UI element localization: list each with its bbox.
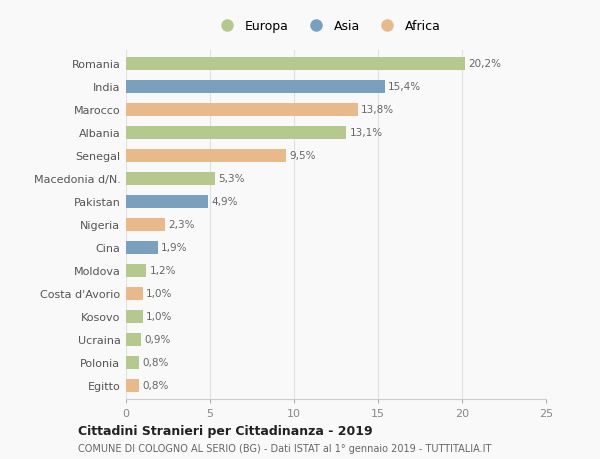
- Text: 5,3%: 5,3%: [218, 174, 245, 184]
- Bar: [126, 58, 466, 71]
- Bar: [126, 150, 286, 162]
- Bar: [126, 333, 141, 346]
- Bar: [126, 127, 346, 140]
- Bar: [126, 104, 358, 117]
- Bar: [126, 287, 143, 300]
- Text: 1,9%: 1,9%: [161, 243, 188, 253]
- Text: 13,8%: 13,8%: [361, 105, 394, 115]
- Text: 20,2%: 20,2%: [469, 59, 502, 69]
- Bar: [126, 218, 164, 231]
- Text: COMUNE DI COLOGNO AL SERIO (BG) - Dati ISTAT al 1° gennaio 2019 - TUTTITALIA.IT: COMUNE DI COLOGNO AL SERIO (BG) - Dati I…: [78, 443, 491, 453]
- Bar: [126, 379, 139, 392]
- Bar: [126, 356, 139, 369]
- Text: 15,4%: 15,4%: [388, 82, 421, 92]
- Text: 0,8%: 0,8%: [143, 358, 169, 368]
- Text: 1,0%: 1,0%: [146, 289, 173, 299]
- Text: 1,0%: 1,0%: [146, 312, 173, 322]
- Text: 13,1%: 13,1%: [349, 128, 383, 138]
- Bar: [126, 196, 208, 208]
- Bar: [126, 241, 158, 254]
- Bar: [126, 173, 215, 185]
- Text: 0,9%: 0,9%: [145, 335, 171, 345]
- Bar: [126, 310, 143, 323]
- Legend: Europa, Asia, Africa: Europa, Asia, Africa: [209, 15, 446, 38]
- Text: 2,3%: 2,3%: [168, 220, 194, 230]
- Text: 9,5%: 9,5%: [289, 151, 316, 161]
- Bar: [126, 81, 385, 94]
- Text: 0,8%: 0,8%: [143, 381, 169, 391]
- Text: Cittadini Stranieri per Cittadinanza - 2019: Cittadini Stranieri per Cittadinanza - 2…: [78, 424, 373, 437]
- Bar: [126, 264, 146, 277]
- Text: 4,9%: 4,9%: [212, 197, 238, 207]
- Text: 1,2%: 1,2%: [149, 266, 176, 276]
